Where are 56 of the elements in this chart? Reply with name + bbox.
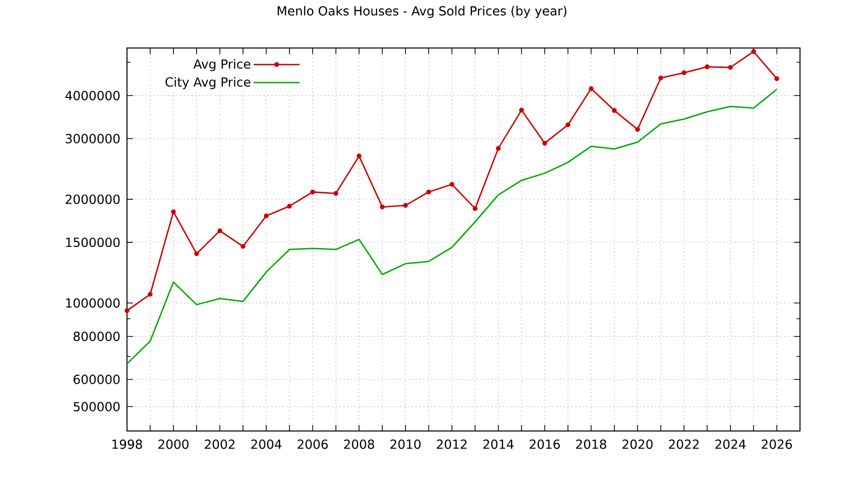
- point: [356, 154, 362, 158]
- y-tick-label: 600000: [74, 374, 120, 384]
- x-tick-label: 2024: [715, 440, 746, 449]
- point: [148, 292, 153, 297]
- x-tick-label: 2018: [576, 440, 606, 449]
- point: [124, 308, 130, 314]
- point: [612, 108, 617, 113]
- point: [240, 244, 246, 249]
- y-tick-label: 4000000: [65, 90, 120, 100]
- line-series: [127, 88, 778, 364]
- chart-title: Menlo Oaks Houses - Avg Sold Prices (by year): [278, 6, 566, 18]
- point: [751, 49, 756, 54]
- y-tick-label: 3000000: [66, 134, 120, 144]
- point: [450, 182, 454, 187]
- x-tick-label: 2026: [762, 440, 792, 449]
- point: [194, 251, 200, 256]
- point: [566, 122, 570, 128]
- y-tick-label: 1500000: [66, 238, 120, 248]
- x-tick-label: 2002: [204, 440, 234, 449]
- y-tick-label: 800000: [74, 332, 120, 342]
- point: [380, 204, 385, 210]
- point: [217, 228, 222, 234]
- x-tick-label: 2016: [530, 440, 560, 449]
- x-tick-label: 2012: [436, 440, 467, 449]
- point: [426, 190, 432, 194]
- point: [264, 213, 269, 218]
- point: [728, 65, 733, 70]
- y-tick-label: 1000000: [66, 298, 120, 308]
- point: [542, 140, 548, 146]
- x-tick-label: 2014: [483, 440, 514, 449]
- point: [774, 76, 780, 82]
- x-tick-label: 2008: [344, 440, 374, 449]
- x-tick-label: 2022: [668, 440, 699, 449]
- point: [588, 86, 594, 92]
- point: [519, 108, 524, 113]
- point: [472, 206, 478, 211]
- point: [403, 203, 408, 208]
- point: [333, 191, 338, 196]
- x-tick-label: 2010: [390, 440, 421, 449]
- legend-label: City Avg Price: [166, 77, 250, 90]
- point: [635, 127, 640, 132]
- point: [704, 64, 710, 70]
- legend-label: Avg Price: [193, 59, 250, 72]
- point: [287, 204, 292, 209]
- point: [496, 146, 501, 151]
- point: [310, 190, 316, 194]
- y-tick-label: 2000000: [66, 194, 120, 204]
- x-tick-label: 1998: [112, 440, 142, 449]
- point: [682, 70, 686, 76]
- point: [171, 209, 176, 214]
- x-tick-label: 2000: [158, 440, 188, 449]
- x-tick-label: 2020: [622, 440, 653, 449]
- point: [658, 76, 664, 80]
- x-tick-label: 2006: [298, 440, 328, 449]
- x-tick-label: 2004: [251, 440, 282, 449]
- y-tick-label: 500000: [74, 402, 120, 412]
